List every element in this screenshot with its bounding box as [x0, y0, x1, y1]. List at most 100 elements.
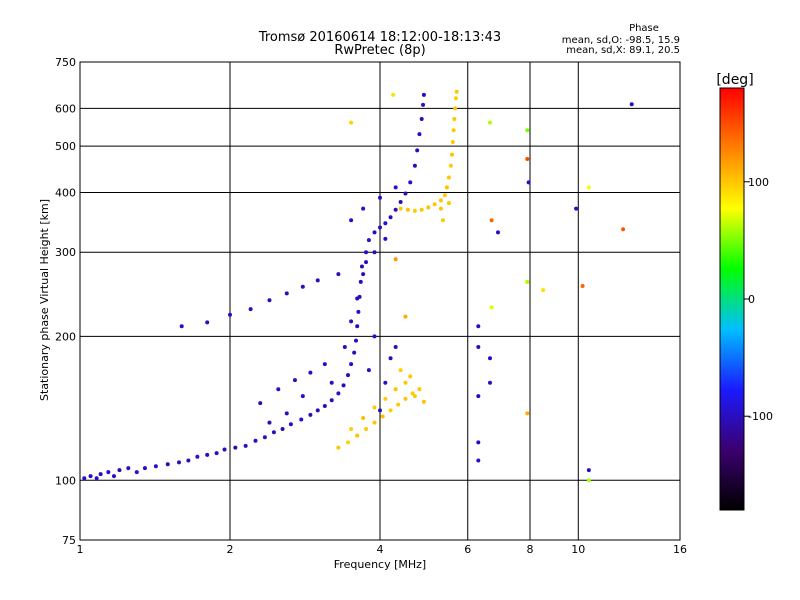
chart-subtitle: RwPretec (8p) — [334, 43, 425, 58]
data-point-o — [345, 373, 350, 378]
y-tick-label: 500 — [55, 140, 76, 153]
data-point-x — [452, 116, 457, 121]
data-point-o — [308, 370, 313, 375]
data-point-o — [258, 401, 263, 406]
data-point-x — [412, 394, 417, 399]
y-tick-label: 100 — [55, 474, 76, 487]
data-point-x — [355, 433, 360, 438]
data-point-o — [353, 338, 358, 343]
data-point-o — [126, 466, 131, 471]
data-point-o — [383, 236, 388, 241]
data-point-x — [349, 427, 354, 432]
data-point-x — [388, 408, 393, 413]
data-point-o — [322, 362, 327, 367]
data-point-x — [586, 478, 591, 483]
data-point-x — [586, 185, 591, 190]
colorbar-label: [deg] — [716, 72, 753, 88]
data-point-x — [364, 427, 369, 432]
data-point-x — [438, 198, 443, 203]
data-point-o — [276, 387, 281, 392]
data-point-o — [355, 324, 360, 329]
data-point-o — [415, 148, 420, 153]
data-point-o — [315, 408, 320, 413]
data-point-o — [248, 307, 253, 312]
y-axis-ticks: 75 100 200 300 400 500 600 750 — [55, 56, 76, 547]
data-point-o — [476, 458, 481, 463]
x-tick-label: 16 — [673, 543, 687, 556]
data-point-o — [378, 408, 382, 413]
data-point-o — [98, 472, 103, 477]
data-point-o — [366, 238, 371, 243]
data-point-o — [488, 356, 493, 361]
data-point-x — [438, 206, 443, 211]
data-point-o — [393, 345, 398, 350]
data-point-x — [349, 120, 354, 125]
data-point-o — [349, 319, 354, 324]
data-point-x — [405, 207, 410, 212]
data-point-o — [134, 470, 139, 475]
data-point-x — [525, 411, 530, 416]
y-tick-label: 600 — [55, 102, 76, 115]
data-point-o — [476, 394, 481, 399]
data-point-o — [299, 417, 304, 422]
data-point-o — [526, 180, 531, 185]
data-point-o — [383, 380, 388, 385]
data-point-o — [388, 215, 393, 220]
x-axis-label: Frequency [MHz] — [334, 558, 426, 571]
data-point-o — [403, 191, 408, 196]
data-point-x — [426, 205, 431, 210]
data-point-o — [205, 452, 210, 457]
data-point-o — [195, 454, 200, 459]
y-tick-label: 300 — [55, 246, 76, 259]
data-point-o — [88, 474, 93, 479]
data-point-o — [336, 391, 341, 396]
data-point-o — [383, 221, 388, 226]
data-point-o — [574, 206, 579, 211]
data-point-o — [476, 324, 481, 329]
data-point-o — [315, 278, 320, 283]
plot-frame — [79, 61, 681, 541]
data-point-o — [106, 470, 111, 475]
data-point-o — [300, 394, 305, 399]
data-point-o — [393, 207, 398, 212]
data-point-o — [364, 260, 369, 265]
data-point-o — [262, 435, 267, 440]
data-point-o — [222, 447, 227, 452]
data-point-o — [359, 264, 364, 269]
data-point-x — [489, 218, 494, 223]
data-point-o — [361, 206, 366, 211]
data-point-o — [308, 412, 313, 417]
data-point-x — [442, 193, 447, 198]
data-point-x — [446, 201, 451, 206]
data-point-x — [621, 227, 626, 232]
data-point-o — [205, 320, 210, 325]
data-point-o — [358, 279, 363, 284]
data-point-x — [391, 92, 396, 97]
data-point-o — [629, 102, 634, 107]
x-axis-ticks: 1 2 4 6 8 10 16 — [77, 543, 688, 556]
data-point-o — [408, 180, 413, 185]
data-point-o — [142, 466, 147, 471]
data-point-o — [412, 163, 417, 168]
data-point-x — [450, 140, 455, 145]
data-point-x — [432, 202, 437, 207]
data-point-o — [372, 250, 377, 255]
x-tick-label: 1 — [77, 543, 84, 556]
data-point-o — [378, 195, 382, 200]
data-point-o — [186, 458, 191, 463]
y-tick-label: 400 — [55, 186, 76, 199]
data-point-o — [111, 474, 116, 479]
data-point-x — [398, 368, 403, 373]
data-point-x — [489, 305, 494, 310]
y-tick-label: 750 — [55, 56, 76, 69]
data-point-x — [440, 218, 445, 223]
data-point-o — [421, 102, 426, 107]
data-point-x — [380, 414, 385, 419]
data-point-o — [388, 356, 393, 361]
data-point-o — [243, 443, 248, 448]
data-point-x — [372, 405, 377, 410]
data-point-o — [82, 476, 87, 481]
data-point-o — [153, 464, 158, 469]
data-point-o — [233, 445, 238, 450]
